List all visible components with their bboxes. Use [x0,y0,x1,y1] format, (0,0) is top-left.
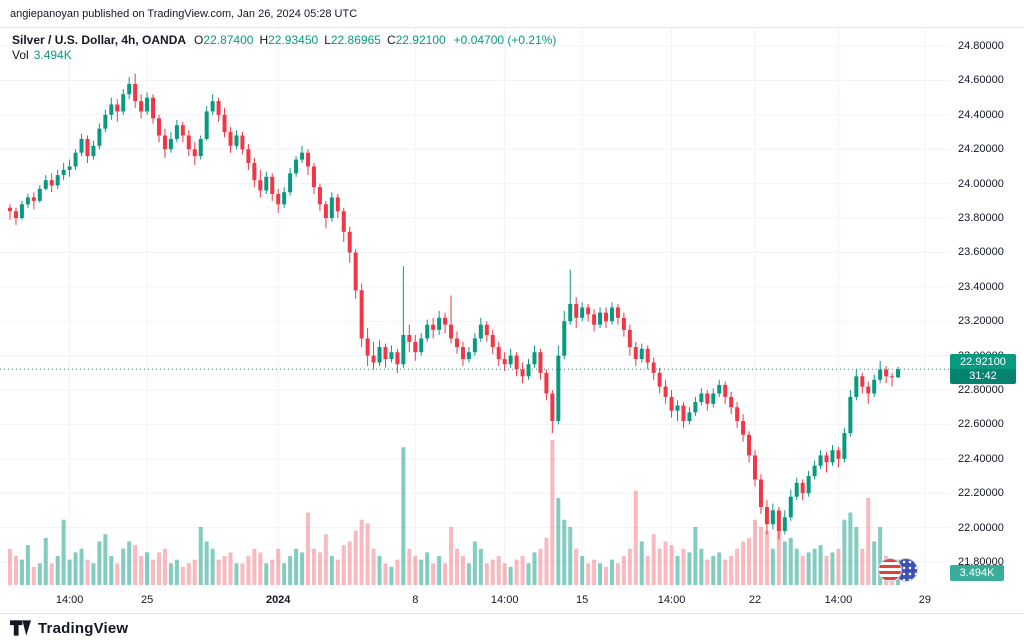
price-chart-canvas[interactable] [0,28,950,588]
volume-series [8,440,901,586]
price-axis-label: 23.20000 [958,315,1004,328]
price-axis-label: 24.80000 [958,40,1004,53]
candlestick-series [8,73,901,540]
price-axis-label: 22.60000 [958,418,1004,431]
ohlc-letter: C [386,33,396,47]
ohlc-letter: L [324,33,331,47]
ohlc-value: 22.86965 [330,33,381,47]
price-axis-label: 24.40000 [958,108,1004,121]
price-axis-label: 22.20000 [958,487,1004,500]
attribution-text: angiepanoyan published on TradingView.co… [10,7,358,20]
time-axis-label: 14:00 [657,594,686,606]
chart-region: Silver / U.S. Dollar, 4h, OANDA O22.87400… [0,28,1024,613]
ohlc-letter: H [259,33,269,47]
ohlc-letter: O [194,33,204,47]
last-price-value: 22.92100 [960,356,1006,369]
time-axis-label: 15 [576,594,589,606]
volume-label[interactable]: Vol [12,48,29,62]
price-axis-label: 22.40000 [958,452,1004,465]
time-axis-label: 14:00 [490,594,519,606]
price-axis-label: 24.20000 [958,143,1004,156]
us-flag-event-icon[interactable] [878,558,902,582]
price-axis-label: 24.60000 [958,74,1004,87]
price-axis-label: 23.60000 [958,246,1004,259]
ohlc-value: 22.87400 [203,33,254,47]
price-axis[interactable]: 22.92100 31:42 3.494K 24.80000 24.60000 24… [950,28,1024,613]
tradingview-footer: TradingView [0,613,1024,642]
volume-value: 3.494K [33,48,72,62]
time-axis-label: 14:00 [824,594,853,606]
time-axis-label: 2024 [265,594,291,606]
time-axis-label: 8 [412,594,419,606]
symbol-legend: Silver / U.S. Dollar, 4h, OANDA O22.87400… [12,33,556,63]
price-axis-label: 22.00000 [958,521,1004,534]
event-markers[interactable] [878,558,918,582]
bar-countdown: 31:42 [950,369,1016,385]
price-change: +0.04700 (+0.21%) [453,33,557,47]
grid-lines [0,28,950,588]
legend-volume-row: Vol 3.494K [12,48,556,63]
attribution-bar: angiepanoyan published on TradingView.co… [0,0,1024,28]
time-axis-label: 29 [918,594,931,606]
volume-badge: 3.494K [950,565,1004,581]
price-axis-label: 23.40000 [958,280,1004,293]
legend-ohlc-row: Silver / U.S. Dollar, 4h, OANDA O22.87400… [12,33,556,48]
time-axis-label: 14:00 [55,594,84,606]
price-axis-label: 24.00000 [958,177,1004,190]
tradingview-logo-icon[interactable] [10,620,31,636]
tradingview-brand[interactable]: TradingView [38,619,129,637]
price-axis-label: 22.80000 [958,384,1004,397]
price-axis-label: 23.80000 [958,212,1004,225]
time-axis[interactable]: 14:00 25 2024 8 14:00 15 14:00 22 14:00 29 [0,588,950,613]
ohlc-value: 22.93450 [268,33,319,47]
ohlc-value: 22.92100 [395,33,446,47]
symbol-title[interactable]: Silver / U.S. Dollar, 4h, OANDA [12,33,187,47]
last-price-badge: 22.92100 31:42 [950,354,1016,385]
time-axis-label: 22 [748,594,762,606]
ohlc-values: O22.87400 H22.93450 L22.86965 C22.92100 [194,33,446,47]
time-axis-label: 25 [140,594,154,606]
